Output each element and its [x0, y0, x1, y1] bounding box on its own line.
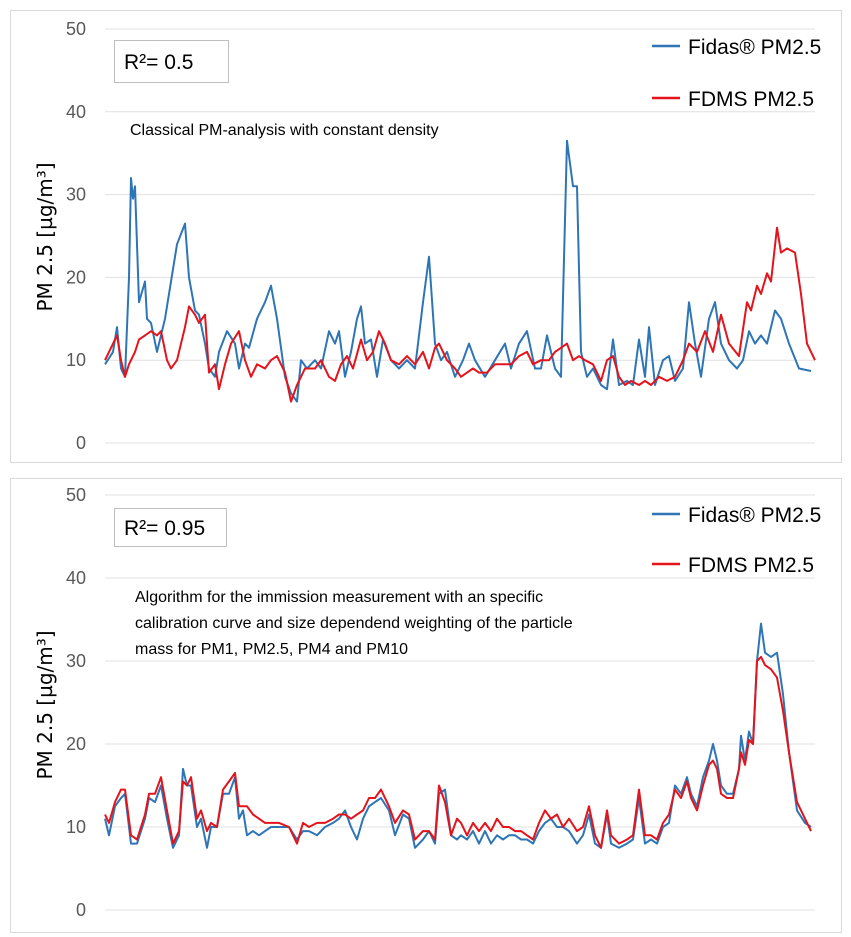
y-tick-label: 0	[76, 433, 86, 453]
fdms-series-line	[104, 226, 816, 403]
fidas-series-line	[104, 622, 812, 849]
y-tick-label: 30	[66, 651, 86, 671]
fidas-series-line	[104, 139, 812, 403]
annotation-text: Algorithm for the immission measurement …	[135, 589, 543, 606]
legend-label: Fidas® PM2.5	[688, 36, 821, 59]
y-tick-label: 10	[66, 350, 86, 370]
y-tick-label: 30	[66, 185, 86, 205]
legend-label: FDMS PM2.5	[688, 88, 814, 111]
bottom-chart-panel: 0 10 20 30 40 50 PM 2.5 [µg/m³] Fidas® PM2.5 FDM…	[10, 478, 842, 933]
top-chart-panel: 0 10 20 30 40 50 PM 2.5 [µg/m³] Fidas® PM2.5 FDM…	[10, 10, 842, 463]
chart-frame	[10, 10, 842, 463]
chart-frame	[10, 478, 842, 933]
r-squared-box	[114, 508, 227, 547]
r-squared-box	[114, 40, 229, 83]
y-tick-label: 20	[66, 734, 86, 754]
y-tick-label: 0	[76, 900, 86, 920]
y-tick-label: 10	[66, 817, 86, 837]
annotation-text: Classical PM-analysis with constant dens…	[130, 122, 439, 139]
y-tick-label: 40	[66, 102, 86, 122]
y-tick-label: 50	[66, 485, 86, 505]
annotation-text: calibration curve and size dependend wei…	[135, 615, 573, 632]
y-tick-label: 20	[66, 267, 86, 287]
legend-label: FDMS PM2.5	[688, 554, 814, 577]
y-axis-label: PM 2.5 [µg/m³]	[33, 162, 57, 311]
y-tick-label: 40	[66, 568, 86, 588]
y-axis-label: PM 2.5 [µg/m³]	[33, 630, 57, 779]
fdms-series-line	[104, 655, 812, 849]
legend-label: Fidas® PM2.5	[688, 504, 821, 527]
r-squared-label: R²= 0.95	[124, 517, 205, 540]
r-squared-label: R²= 0.5	[124, 51, 193, 74]
y-tick-label: 50	[66, 19, 86, 39]
annotation-text: mass for PM1, PM2.5, PM4 and PM10	[135, 641, 408, 658]
